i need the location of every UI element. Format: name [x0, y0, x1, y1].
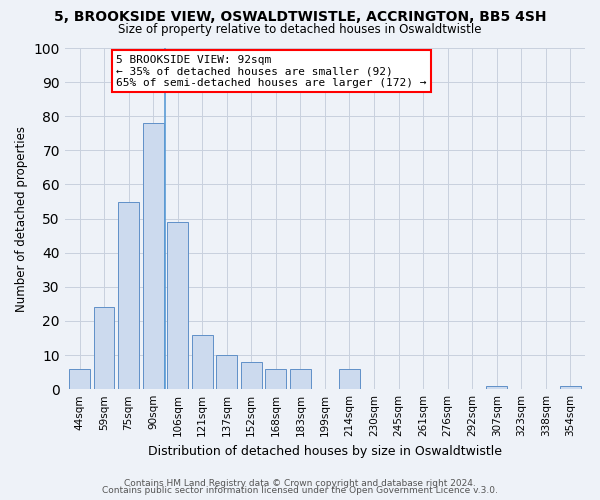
- Text: Contains HM Land Registry data © Crown copyright and database right 2024.: Contains HM Land Registry data © Crown c…: [124, 478, 476, 488]
- Text: Contains public sector information licensed under the Open Government Licence v.: Contains public sector information licen…: [102, 486, 498, 495]
- Bar: [560, 386, 581, 389]
- Bar: [217, 355, 237, 389]
- Bar: [241, 362, 262, 389]
- Bar: [143, 123, 164, 389]
- Text: 5 BROOKSIDE VIEW: 92sqm
← 35% of detached houses are smaller (92)
65% of semi-de: 5 BROOKSIDE VIEW: 92sqm ← 35% of detache…: [116, 55, 427, 88]
- Y-axis label: Number of detached properties: Number of detached properties: [15, 126, 28, 312]
- Bar: [486, 386, 507, 389]
- Text: Size of property relative to detached houses in Oswaldtwistle: Size of property relative to detached ho…: [118, 22, 482, 36]
- Bar: [167, 222, 188, 389]
- X-axis label: Distribution of detached houses by size in Oswaldtwistle: Distribution of detached houses by size …: [148, 444, 502, 458]
- Bar: [265, 368, 286, 389]
- Bar: [94, 308, 115, 389]
- Bar: [192, 334, 212, 389]
- Text: 5, BROOKSIDE VIEW, OSWALDTWISTLE, ACCRINGTON, BB5 4SH: 5, BROOKSIDE VIEW, OSWALDTWISTLE, ACCRIN…: [54, 10, 546, 24]
- Bar: [339, 368, 360, 389]
- Bar: [290, 368, 311, 389]
- Bar: [69, 368, 90, 389]
- Bar: [118, 202, 139, 389]
